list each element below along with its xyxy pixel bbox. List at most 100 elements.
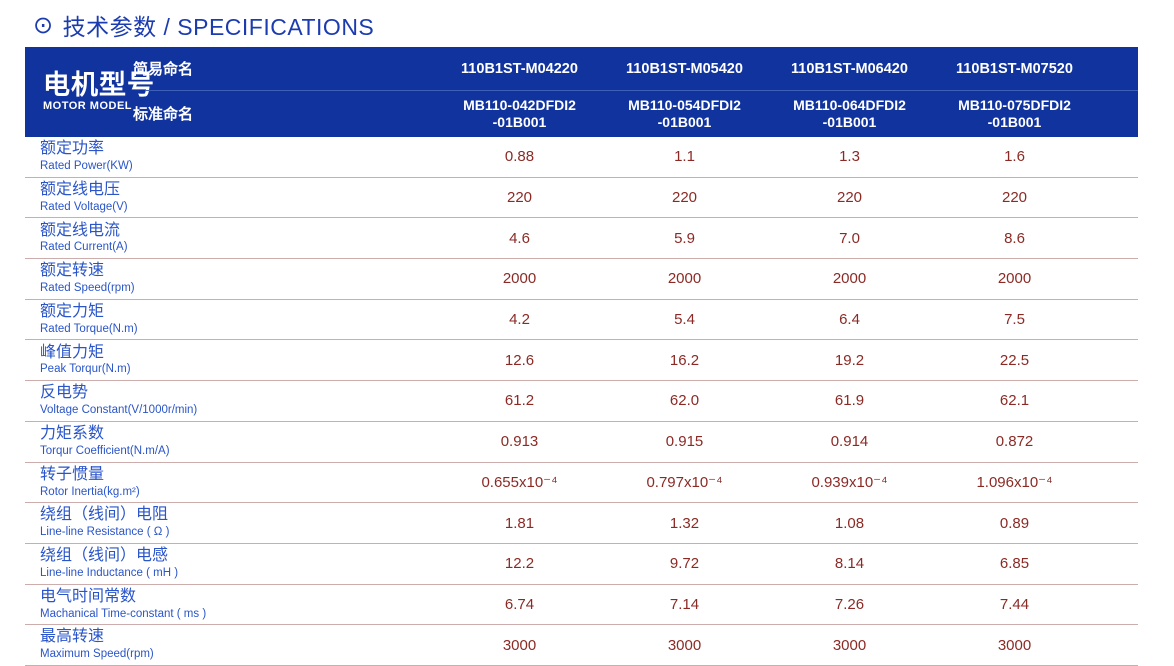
parameter-value: 4.6 bbox=[509, 229, 530, 247]
parameter-value: 3000 bbox=[667, 636, 702, 654]
model-simple-name: 110B1ST-M07520 bbox=[956, 60, 1073, 77]
parameter-value: 22.5 bbox=[999, 351, 1030, 369]
parameter-name-en: Rated Current(A) bbox=[40, 241, 128, 254]
parameter-value: 61.9 bbox=[834, 392, 865, 410]
parameter-value: 0.88 bbox=[504, 148, 535, 166]
parameter-value: 6.85 bbox=[999, 555, 1030, 573]
parameter-value: 0.939x10⁻⁴ bbox=[811, 474, 888, 492]
parameter-value: 220 bbox=[671, 189, 698, 207]
parameter-value: 1.1 bbox=[674, 148, 695, 166]
parameter-value: 62.0 bbox=[669, 392, 700, 410]
standard-name-label: 标准命名 bbox=[133, 106, 194, 123]
parameter-name-cn: 额定力矩 bbox=[40, 302, 105, 320]
page-title: ⊙ 技术参数 / SPECIFICATIONS bbox=[33, 8, 374, 42]
parameter-value: 7.5 bbox=[1004, 311, 1025, 329]
parameter-value: 4.2 bbox=[509, 311, 530, 329]
parameter-name-en: Rated Power(KW) bbox=[40, 160, 133, 172]
parameter-value: 7.0 bbox=[839, 229, 860, 247]
parameter-value: 12.2 bbox=[504, 555, 535, 573]
parameter-label: 绕组（线间）电阻 Line-line Resistance ( Ω ) bbox=[25, 506, 437, 539]
parameter-value: 0.797x10⁻⁴ bbox=[646, 474, 723, 492]
parameter-value: 3000 bbox=[502, 636, 537, 654]
page-title-text: 技术参数 / SPECIFICATIONS bbox=[62, 14, 375, 40]
model-simple-name: 110B1ST-M04220 bbox=[461, 60, 578, 77]
parameter-value: 0.913 bbox=[500, 433, 539, 451]
parameter-value: 9.72 bbox=[669, 555, 700, 573]
parameter-name-en: Line-line Resistance ( Ω ) bbox=[40, 526, 170, 539]
parameter-value: 3000 bbox=[997, 636, 1032, 654]
parameter-value: 220 bbox=[1001, 189, 1028, 207]
model-simple-name: 110B1ST-M05420 bbox=[626, 60, 743, 77]
parameter-label: 额定功率 Rated Power(KW) bbox=[25, 140, 437, 173]
parameter-value: 62.1 bbox=[999, 392, 1030, 410]
parameter-value: 7.14 bbox=[669, 595, 700, 613]
parameter-value: 8.6 bbox=[1004, 229, 1025, 247]
parameter-label: 绕组（线间）电感 Line-line Inductance ( mH ) bbox=[25, 547, 437, 580]
parameter-value: 1.096x10⁻⁴ bbox=[976, 474, 1053, 492]
parameter-value: 7.44 bbox=[999, 595, 1030, 613]
simple-name-label: 简易命名 bbox=[133, 61, 194, 78]
parameter-name-cn: 电气时间常数 bbox=[40, 587, 137, 605]
table-row: 额定线电流 Rated Current(A) 4.6 5.9 7.0 8.6 bbox=[25, 218, 1138, 260]
parameter-value: 5.4 bbox=[674, 311, 695, 329]
parameter-name-cn: 反电势 bbox=[40, 384, 89, 402]
parameter-name-cn: 力矩系数 bbox=[40, 424, 105, 442]
model-standard-name: MB110-042DFDI2 -01B001 bbox=[463, 96, 576, 130]
table-row: 额定功率 Rated Power(KW) 0.88 1.1 1.3 1.6 bbox=[25, 137, 1138, 178]
parameter-name-en: Rated Voltage(V) bbox=[40, 200, 128, 213]
table-row: 最高转速 Maximum Speed(rpm) 3000 3000 3000 3… bbox=[25, 625, 1138, 666]
parameter-value: 3000 bbox=[832, 636, 867, 654]
parameter-name-en: Peak Torqur(N.m) bbox=[40, 363, 131, 376]
parameter-label: 额定力矩 Rated Torque(N.m) bbox=[25, 303, 437, 336]
model-standard-name: MB110-054DFDI2 -01B001 bbox=[628, 96, 741, 130]
parameter-value: 0.655x10⁻⁴ bbox=[481, 474, 558, 492]
parameter-label: 额定线电流 Rated Current(A) bbox=[25, 222, 437, 255]
parameter-name-en: Rated Torque(N.m) bbox=[40, 322, 138, 335]
table-row: 力矩系数 Torqur Coefficient(N.m/A) 0.913 0.9… bbox=[25, 422, 1138, 463]
parameter-name-cn: 转子惯量 bbox=[40, 465, 105, 483]
motor-model-label: 电机型号 MOTOR MODEL bbox=[43, 71, 155, 113]
parameter-name-cn: 额定功率 bbox=[40, 140, 105, 158]
parameter-name-en: Rated Speed(rpm) bbox=[40, 282, 135, 295]
parameter-value: 1.32 bbox=[669, 514, 700, 532]
table-row: 电气时间常数 Machanical Time-constant ( ms ) 6… bbox=[25, 585, 1138, 626]
parameter-name-en: Maximum Speed(rpm) bbox=[40, 648, 154, 661]
bullet-circle-icon: ⊙ bbox=[33, 12, 54, 39]
parameter-value: 0.915 bbox=[665, 433, 704, 451]
table-row: 绕组（线间）电感 Line-line Inductance ( mH ) 12.… bbox=[25, 544, 1138, 585]
parameter-value: 6.4 bbox=[839, 311, 860, 329]
parameter-value: 2000 bbox=[667, 270, 702, 288]
table-row: 峰值力矩 Peak Torqur(N.m) 12.6 16.2 19.2 22.… bbox=[25, 340, 1138, 382]
parameter-label: 转子惯量 Rotor Inertia(kg.m²) bbox=[25, 466, 437, 499]
parameter-name-cn: 最高转速 bbox=[40, 628, 105, 646]
parameter-label: 力矩系数 Torqur Coefficient(N.m/A) bbox=[25, 425, 437, 458]
spec-table-body: 额定功率 Rated Power(KW) 0.88 1.1 1.3 1.6 额定… bbox=[25, 137, 1138, 666]
parameter-value: 220 bbox=[506, 189, 533, 207]
table-row: 额定线电压 Rated Voltage(V) 220 220 220 220 bbox=[25, 178, 1138, 219]
table-header: 电机型号 MOTOR MODEL 简易命名 标准命名 110B1ST-M0422… bbox=[25, 47, 1138, 137]
parameter-value: 5.9 bbox=[674, 229, 695, 247]
parameter-name-en: Voltage Constant(V/1000r/min) bbox=[40, 404, 198, 417]
parameter-value: 16.2 bbox=[669, 351, 700, 369]
table-row: 绕组（线间）电阻 Line-line Resistance ( Ω ) 1.81… bbox=[25, 503, 1138, 544]
parameter-value: 7.26 bbox=[834, 595, 865, 613]
parameter-value: 1.08 bbox=[834, 514, 865, 532]
model-standard-name: MB110-064DFDI2 -01B001 bbox=[793, 96, 906, 130]
table-row: 转子惯量 Rotor Inertia(kg.m²) 0.655x10⁻⁴ 0.7… bbox=[25, 463, 1138, 504]
parameter-name-cn: 额定线电流 bbox=[40, 221, 121, 239]
parameter-label: 额定线电压 Rated Voltage(V) bbox=[25, 181, 437, 214]
parameter-value: 8.14 bbox=[834, 555, 865, 573]
parameter-value: 2000 bbox=[997, 270, 1032, 288]
model-simple-name: 110B1ST-M06420 bbox=[791, 60, 908, 77]
parameter-value: 6.74 bbox=[504, 595, 535, 613]
parameter-value: 0.872 bbox=[995, 433, 1034, 451]
parameter-name-cn: 峰值力矩 bbox=[40, 343, 105, 361]
parameter-value: 61.2 bbox=[504, 392, 535, 410]
parameter-name-cn: 额定线电压 bbox=[40, 180, 121, 198]
parameter-name-en: Machanical Time-constant ( ms ) bbox=[40, 607, 207, 620]
model-standard-name: MB110-075DFDI2 -01B001 bbox=[958, 96, 1071, 130]
parameter-value: 2000 bbox=[832, 270, 867, 288]
parameter-label: 反电势 Voltage Constant(V/1000r/min) bbox=[25, 384, 437, 417]
parameter-name-en: Line-line Inductance ( mH ) bbox=[40, 566, 179, 579]
